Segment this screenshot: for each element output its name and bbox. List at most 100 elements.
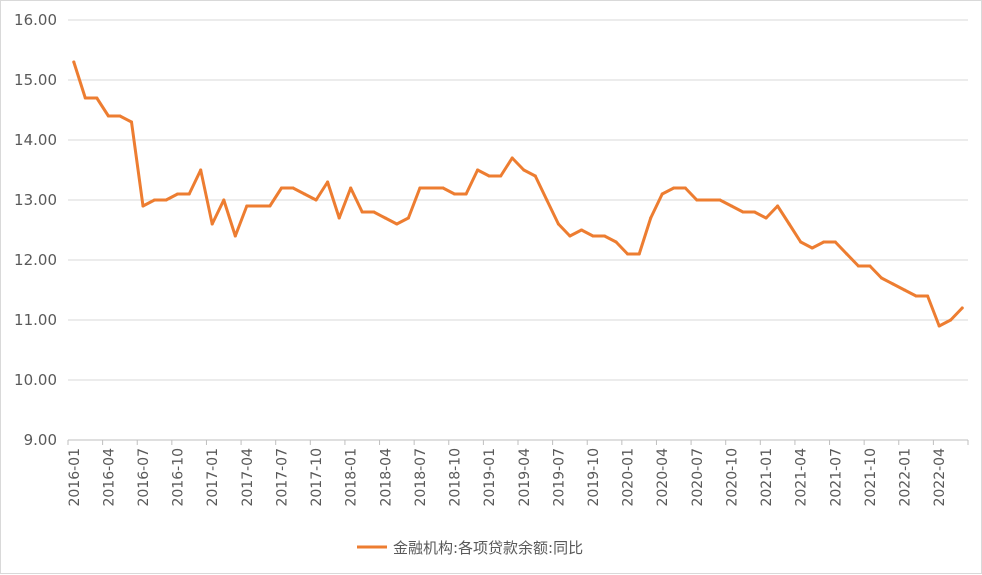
gridlines bbox=[68, 19, 968, 381]
data-point bbox=[118, 114, 122, 118]
x-tick-label: 2020-07 bbox=[690, 448, 706, 507]
data-point bbox=[637, 252, 641, 256]
data-point bbox=[72, 60, 76, 64]
data-point bbox=[153, 198, 156, 202]
x-tick-label: 2018-01 bbox=[344, 448, 360, 507]
x-tick-label: 2021-04 bbox=[794, 448, 810, 507]
data-point bbox=[395, 222, 399, 226]
data-point bbox=[926, 294, 930, 298]
data-point bbox=[383, 216, 387, 220]
data-point bbox=[591, 234, 595, 238]
data-point bbox=[303, 192, 306, 196]
y-tick-label: 12.00 bbox=[14, 251, 57, 269]
data-point bbox=[949, 318, 953, 322]
x-tick-label: 2020-01 bbox=[621, 448, 637, 507]
x-tick-label: 2018-07 bbox=[413, 448, 429, 507]
x-tick-label: 2019-01 bbox=[482, 448, 498, 507]
x-tick-label: 2022-04 bbox=[932, 448, 948, 507]
y-tick-label: 13.00 bbox=[14, 191, 57, 209]
data-point bbox=[522, 168, 526, 172]
data-point bbox=[176, 192, 180, 196]
data-point bbox=[326, 180, 330, 184]
data-point bbox=[199, 168, 203, 172]
data-point bbox=[291, 186, 295, 190]
data-point bbox=[626, 252, 630, 256]
data-point bbox=[499, 174, 503, 178]
data-point bbox=[95, 96, 99, 100]
data-point bbox=[753, 210, 756, 214]
data-point bbox=[130, 120, 133, 124]
data-point bbox=[672, 186, 676, 190]
y-tick-label: 9.00 bbox=[24, 431, 57, 449]
x-tick-label: 2018-04 bbox=[378, 448, 394, 507]
data-point bbox=[268, 204, 272, 208]
data-point bbox=[360, 210, 364, 214]
x-tick-label: 2017-04 bbox=[240, 448, 256, 507]
x-tick-label: 2017-10 bbox=[309, 448, 325, 507]
x-tick-label: 2017-01 bbox=[205, 448, 221, 507]
x-tick-label: 2020-10 bbox=[724, 448, 740, 507]
x-tick-label: 2016-10 bbox=[171, 448, 187, 507]
x-tick-label: 2018-10 bbox=[448, 448, 464, 507]
data-point bbox=[314, 198, 318, 202]
data-point bbox=[580, 228, 583, 232]
data-point bbox=[787, 222, 791, 226]
x-tick-label: 2017-07 bbox=[274, 448, 290, 507]
data-point bbox=[718, 198, 722, 202]
data-point bbox=[603, 234, 606, 238]
data-point bbox=[245, 204, 249, 208]
data-point bbox=[833, 240, 837, 244]
x-tick-label: 2022-01 bbox=[898, 448, 914, 507]
data-point bbox=[533, 174, 537, 178]
data-point bbox=[406, 216, 410, 220]
data-point bbox=[914, 294, 918, 298]
x-tick-label: 2019-04 bbox=[517, 448, 533, 507]
y-axis-ticks: 9.00 10.00 11.00 12.00 13.00 14.00 15.00 16.00 bbox=[14, 11, 57, 449]
y-tick-label: 11.00 bbox=[14, 311, 57, 329]
x-tick-label: 2016-01 bbox=[67, 448, 83, 507]
y-tick-label: 10.00 bbox=[14, 371, 57, 389]
x-tick-label: 2021-01 bbox=[759, 448, 775, 507]
data-point bbox=[222, 198, 226, 202]
x-tick-label: 2016-04 bbox=[101, 448, 117, 507]
data-point bbox=[891, 282, 895, 286]
data-point bbox=[106, 114, 110, 118]
data-point bbox=[372, 210, 376, 214]
data-point bbox=[660, 192, 664, 196]
data-point bbox=[453, 192, 456, 196]
x-tick-label: 2019-10 bbox=[586, 448, 602, 507]
data-point bbox=[868, 264, 872, 268]
y-tick-label: 15.00 bbox=[14, 71, 57, 89]
data-point bbox=[141, 204, 145, 208]
data-point bbox=[510, 156, 514, 160]
data-point bbox=[822, 240, 826, 244]
data-point bbox=[349, 186, 353, 190]
data-point bbox=[233, 234, 237, 238]
data-point bbox=[464, 192, 468, 196]
data-point bbox=[706, 198, 710, 202]
data-point bbox=[683, 186, 687, 190]
x-tick-label: 2020-04 bbox=[655, 448, 671, 507]
data-point bbox=[799, 240, 803, 244]
data-point bbox=[545, 198, 549, 202]
data-point bbox=[695, 198, 699, 202]
data-point bbox=[810, 246, 814, 250]
x-tick-label: 2016-07 bbox=[136, 448, 152, 507]
data-point bbox=[210, 222, 214, 226]
data-point bbox=[960, 306, 964, 310]
data-point bbox=[856, 264, 860, 268]
data-point bbox=[83, 96, 87, 100]
data-point bbox=[845, 252, 849, 256]
data-point bbox=[776, 204, 780, 208]
data-point bbox=[476, 168, 480, 172]
data-point bbox=[903, 288, 906, 292]
legend: 金融机构:各项贷款余额:同比 bbox=[357, 539, 583, 557]
data-point bbox=[418, 186, 422, 190]
data-point bbox=[937, 324, 941, 328]
series-line bbox=[72, 60, 964, 328]
data-point bbox=[730, 204, 733, 208]
data-point bbox=[164, 198, 168, 202]
x-tick-label: 2019-07 bbox=[551, 448, 567, 507]
